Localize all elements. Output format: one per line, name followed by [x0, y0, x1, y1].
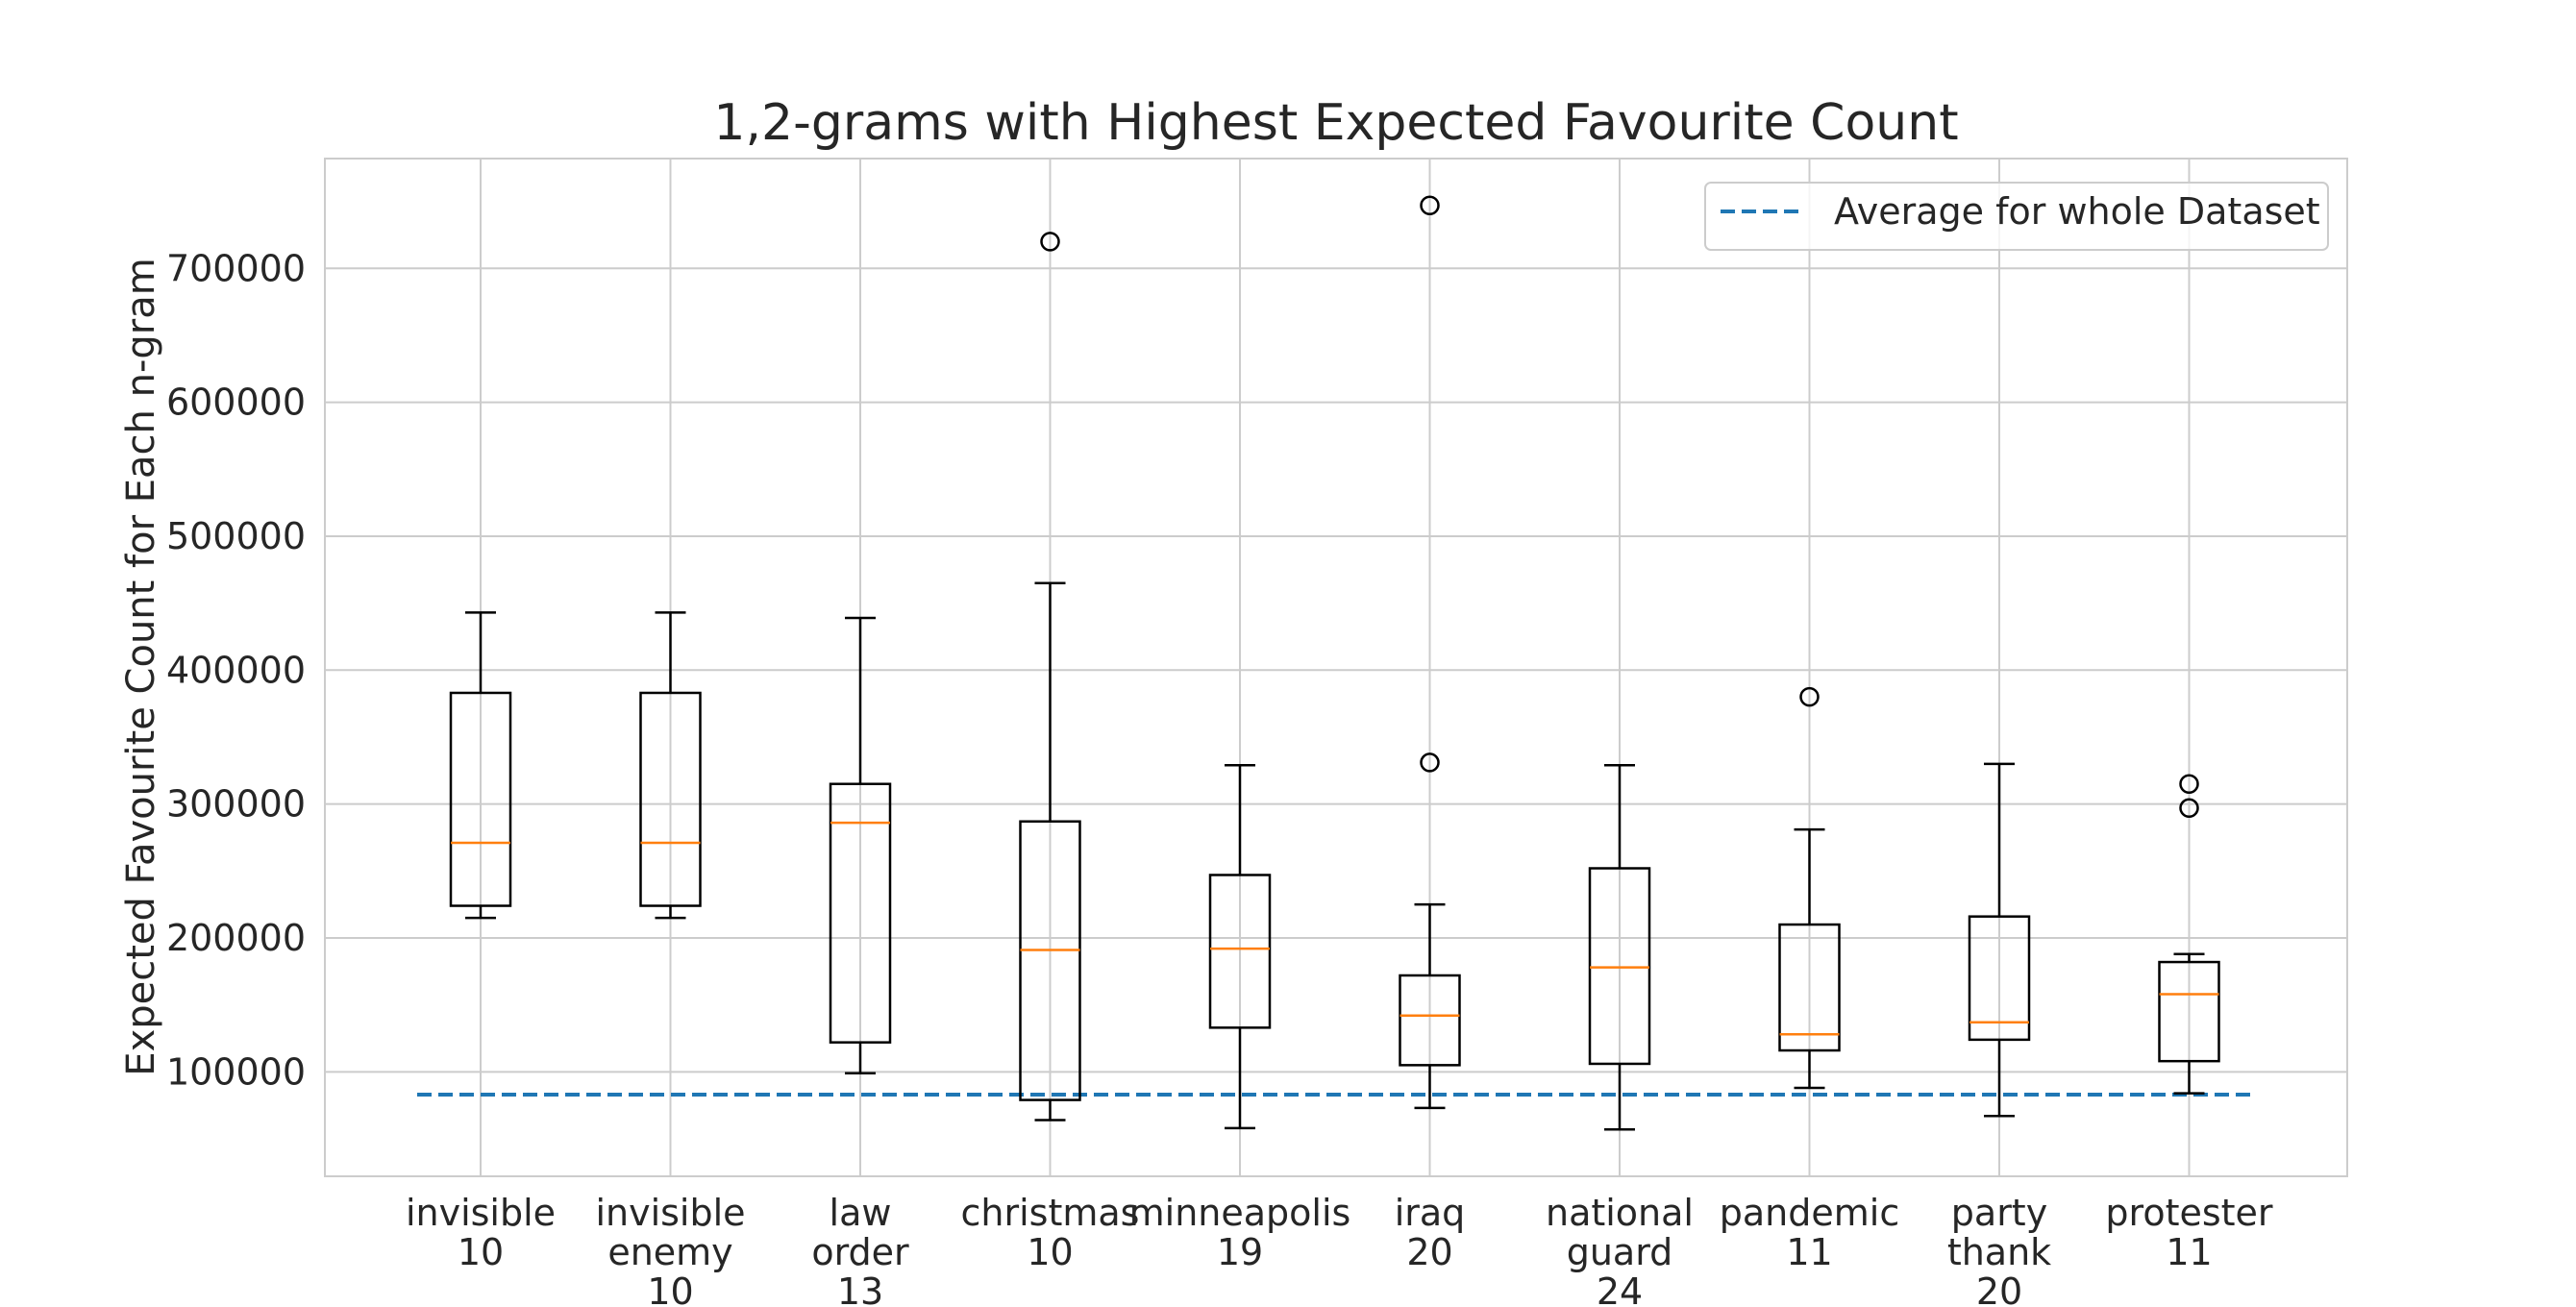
- x-tick-label: iraq 20: [1395, 1192, 1466, 1273]
- x-tick-label: party thank 20: [1947, 1192, 2051, 1307]
- boxes: [449, 195, 2220, 1131]
- box-iqr: [449, 691, 512, 907]
- outlier-point: [1799, 686, 1820, 707]
- box-group: [1399, 195, 1461, 1110]
- y-tick-label: 100000: [166, 1050, 306, 1093]
- box-iqr: [829, 782, 892, 1044]
- box-group: [449, 611, 512, 920]
- x-axis-ticks: invisible 10 invisible enemy 10 law order 13 chr…: [406, 1192, 2273, 1307]
- box-iqr: [1399, 974, 1461, 1067]
- outlier-point: [1040, 232, 1060, 252]
- x-tick-label: pandemic 11: [1720, 1192, 1899, 1273]
- box-group: [1968, 762, 2031, 1118]
- box-group: [829, 616, 892, 1074]
- x-tick-label: law order 13: [811, 1192, 909, 1307]
- y-tick-label: 600000: [166, 382, 306, 424]
- box-group: [639, 611, 702, 920]
- x-tick-label: protester 11: [2105, 1192, 2273, 1273]
- y-tick-label: 300000: [166, 783, 306, 826]
- outlier-point: [2179, 774, 2199, 794]
- box-group: [1208, 763, 1272, 1130]
- box-iqr: [1588, 867, 1651, 1066]
- y-tick-label: 400000: [166, 649, 306, 691]
- outlier-point: [1420, 752, 1440, 773]
- box-group: [1778, 686, 1841, 1090]
- y-tick-label: 700000: [166, 247, 306, 289]
- x-tick-label: invisible 10: [406, 1192, 556, 1273]
- box-group: [1588, 763, 1651, 1131]
- box-iqr: [1778, 923, 1841, 1052]
- x-tick-label: national guard 24: [1546, 1192, 1694, 1307]
- x-tick-label: minneapolis 19: [1129, 1192, 1351, 1273]
- box-iqr: [1968, 915, 2031, 1042]
- y-tick-label: 200000: [166, 917, 306, 959]
- box-iqr: [1208, 874, 1272, 1029]
- legend-frame: [1704, 182, 2329, 251]
- outlier-point: [2179, 798, 2199, 819]
- y-tick-label: 500000: [166, 515, 306, 557]
- legend: Average for whole Dataset: [1704, 182, 2329, 251]
- x-tick-label: invisible enemy 10: [595, 1192, 745, 1307]
- y-axis-ticks: 100000 200000 300000 400000 500000 600000 7000…: [166, 247, 306, 1093]
- y-axis-label: Expected Favourite Count for Each n-gram: [119, 258, 163, 1075]
- box-iqr: [639, 691, 702, 907]
- box-group: [1019, 232, 1081, 1122]
- x-tick-label: christmas 10: [961, 1192, 1140, 1273]
- legend-label-average: Average for whole Dataset: [1834, 190, 2320, 233]
- chart-title: 1,2-grams with Highest Expected Favourit…: [713, 94, 1958, 152]
- box-iqr: [1019, 820, 1081, 1101]
- box-iqr: [2158, 960, 2220, 1063]
- plot-area-frame: [324, 158, 2348, 1177]
- box-group: [2158, 774, 2220, 1095]
- outlier-point: [1420, 195, 1440, 216]
